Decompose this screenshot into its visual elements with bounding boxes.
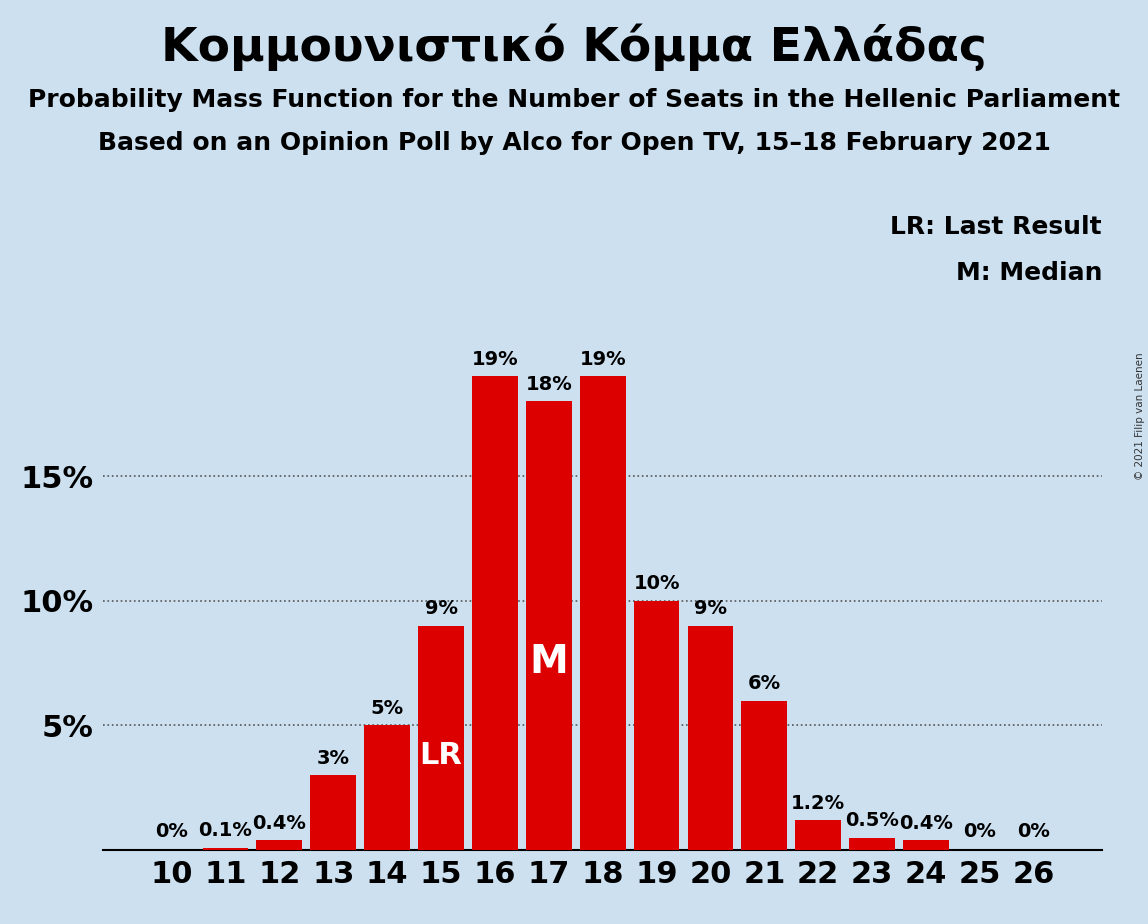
Text: M: Median: M: Median: [955, 261, 1102, 285]
Text: 1.2%: 1.2%: [791, 794, 845, 813]
Text: 0.4%: 0.4%: [899, 814, 953, 833]
Bar: [472, 376, 518, 850]
Text: 0.1%: 0.1%: [199, 821, 253, 840]
Text: 6%: 6%: [747, 674, 781, 693]
Text: M: M: [529, 642, 568, 681]
Bar: [850, 838, 895, 850]
Text: 9%: 9%: [425, 600, 458, 618]
Text: Probability Mass Function for the Number of Seats in the Hellenic Parliament: Probability Mass Function for the Number…: [28, 88, 1120, 112]
Text: 9%: 9%: [695, 600, 727, 618]
Text: 0%: 0%: [155, 822, 188, 842]
Bar: [903, 840, 949, 850]
Text: 5%: 5%: [371, 699, 404, 718]
Bar: [526, 401, 572, 850]
Text: © 2021 Filip van Laenen: © 2021 Filip van Laenen: [1135, 352, 1145, 480]
Bar: [202, 847, 248, 850]
Text: LR: Last Result: LR: Last Result: [891, 215, 1102, 239]
Text: 0%: 0%: [1017, 822, 1050, 842]
Bar: [634, 601, 680, 850]
Text: 0.4%: 0.4%: [253, 814, 307, 833]
Bar: [256, 840, 302, 850]
Text: 18%: 18%: [526, 375, 572, 394]
Text: Based on an Opinion Poll by Alco for Open TV, 15–18 February 2021: Based on an Opinion Poll by Alco for Ope…: [98, 131, 1050, 155]
Bar: [310, 775, 356, 850]
Bar: [688, 626, 734, 850]
Bar: [580, 376, 626, 850]
Bar: [364, 725, 410, 850]
Bar: [418, 626, 464, 850]
Text: 3%: 3%: [317, 748, 350, 768]
Bar: [796, 821, 841, 850]
Text: 10%: 10%: [634, 575, 680, 593]
Text: LR: LR: [420, 741, 463, 771]
Text: 19%: 19%: [580, 350, 626, 369]
Text: 0.5%: 0.5%: [845, 811, 899, 830]
Text: Κομμουνιστικό Κόμμα Ελλάδας: Κομμουνιστικό Κόμμα Ελλάδας: [161, 23, 987, 70]
Text: 19%: 19%: [472, 350, 518, 369]
Text: 0%: 0%: [963, 822, 996, 842]
Bar: [742, 700, 788, 850]
